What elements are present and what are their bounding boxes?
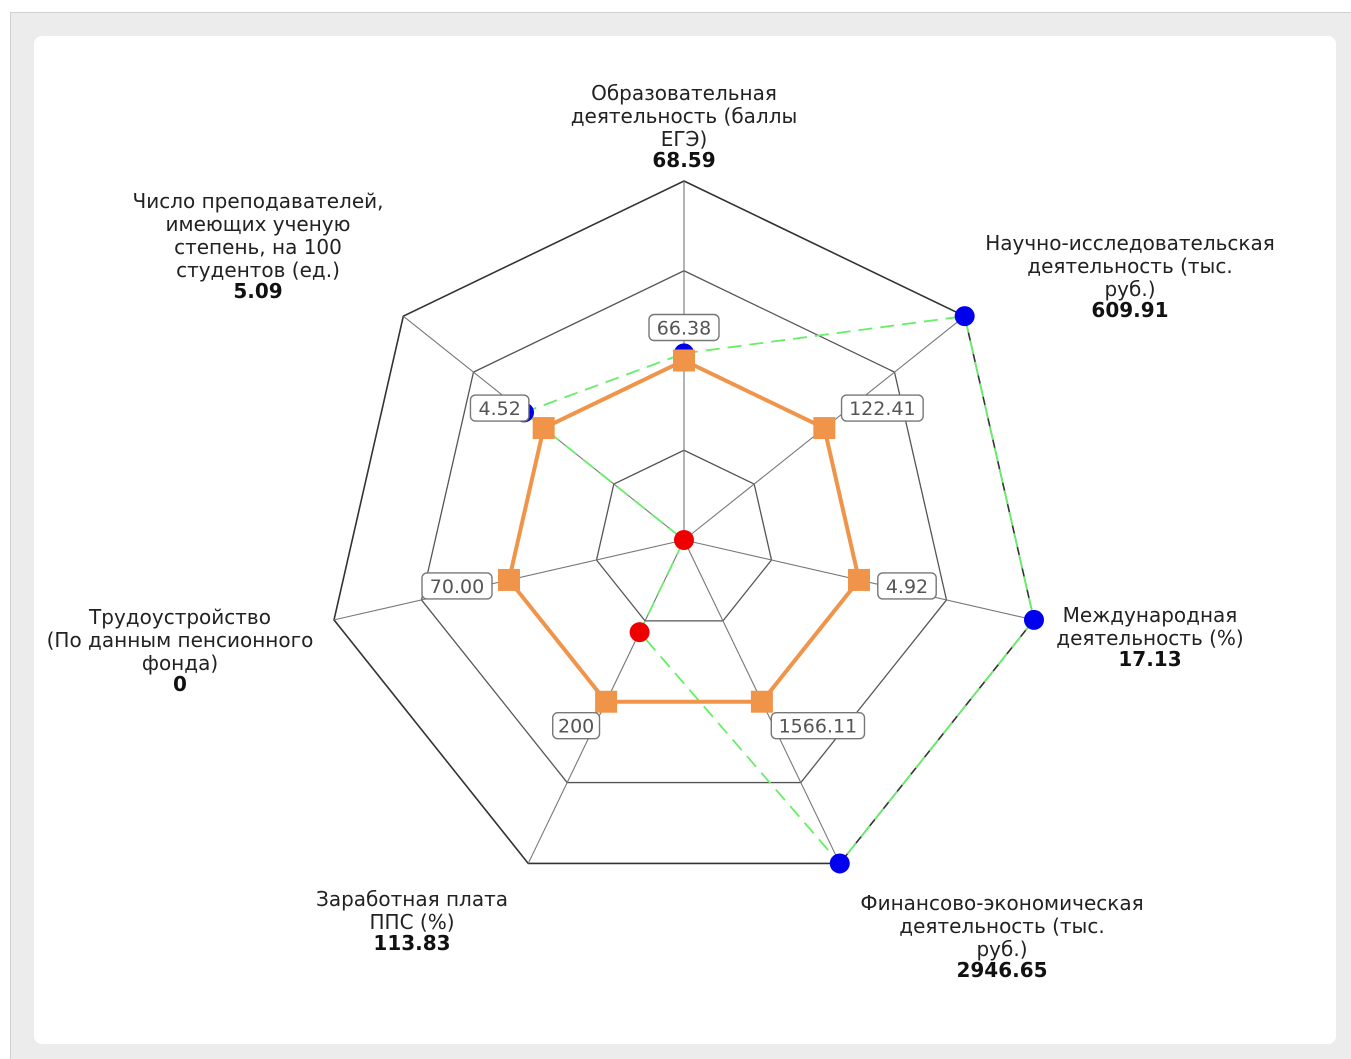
actual-point-2[interactable] — [1023, 609, 1044, 630]
axis-label-6: Число преподавателей, имеющих ученую степе… — [133, 189, 384, 303]
value-box-frame-6 — [469, 394, 530, 422]
value-box-frame-1 — [840, 394, 924, 422]
value-box-text-5: 70.00 — [430, 576, 484, 598]
axis-name-5: Трудоустройство (По данным пенсионного фон… — [47, 605, 314, 675]
value-box-0: 66.38 — [648, 313, 720, 342]
value-box-text-3: 1566.11 — [779, 716, 858, 738]
axis-value-0: 68.59 — [652, 148, 715, 172]
axis-name-6: Число преподавателей, имеющих ученую степе… — [133, 189, 384, 282]
threshold-point-0[interactable] — [673, 349, 695, 372]
axis-name-1: Научно-исследовательская деятельность (ты… — [985, 231, 1275, 301]
threshold-point-4[interactable] — [595, 690, 618, 713]
actual-point-3[interactable] — [829, 853, 850, 874]
value-box-text-4: 200 — [558, 716, 594, 738]
value-box-text-1: 122.41 — [849, 398, 915, 420]
value-box-frame-4 — [552, 712, 601, 740]
series-actual — [514, 306, 1044, 874]
value-box-3: 1566.11 — [770, 712, 866, 740]
axis-value-2: 17.13 — [1118, 647, 1181, 671]
threshold-point-5[interactable] — [498, 568, 521, 591]
axis-name-2: Международная деятельность (%) — [1056, 603, 1243, 650]
axis-name-0: Образовательная деятельность (баллы ЕГЭ) — [571, 81, 798, 151]
threshold-point-2[interactable] — [847, 568, 870, 591]
series-threshold — [498, 349, 870, 713]
value-box-text-2: 4.92 — [886, 576, 928, 598]
threshold-point-6[interactable] — [532, 417, 555, 440]
value-box-frame-2 — [877, 572, 937, 600]
axis-value-3: 2946.65 — [956, 958, 1047, 982]
value-box-frame-3 — [770, 712, 866, 740]
value-box-frame-5 — [421, 572, 493, 600]
axis-labels: Образовательная деятельность (баллы ЕГЭ)68… — [47, 81, 1275, 982]
axis-label-0: Образовательная деятельность (баллы ЕГЭ)68… — [571, 81, 798, 172]
value-box-6: 4.52 — [469, 394, 530, 422]
axis-value-1: 609.91 — [1091, 298, 1168, 322]
value-box-2: 4.92 — [877, 572, 937, 600]
threshold-series-line — [507, 358, 861, 704]
threshold-point-1[interactable] — [813, 417, 836, 440]
axis-label-4: Заработная плата ППС (%)113.83 — [316, 887, 508, 955]
axis-value-5: 0 — [173, 672, 187, 696]
value-box-text-6: 4.52 — [479, 398, 521, 420]
actual-point-5[interactable] — [674, 530, 694, 550]
axis-label-3: Финансово-экономическая деятельность (тыс… — [860, 891, 1143, 982]
axis-value-6: 5.09 — [233, 279, 282, 303]
actual-point-1[interactable] — [954, 306, 975, 327]
actual-series-line — [522, 315, 1035, 865]
actual-point-4[interactable] — [629, 622, 650, 643]
axis-value-4: 113.83 — [373, 931, 450, 955]
value-box-frame-0 — [648, 313, 720, 342]
axis-label-1: Научно-исследовательская деятельность (ты… — [985, 231, 1275, 322]
threshold-value-labels: 66.38 122.41 4.92 1566.11 200 70.00 4.52 — [421, 313, 937, 740]
value-box-4: 200 — [552, 712, 601, 740]
value-box-1: 122.41 — [840, 394, 924, 422]
value-box-5: 70.00 — [421, 572, 493, 600]
axis-name-3: Финансово-экономическая деятельность (тыс… — [860, 891, 1143, 961]
grid-ring-1 — [595, 449, 773, 622]
axis-name-4: Заработная плата ППС (%) — [316, 887, 508, 934]
threshold-point-3[interactable] — [750, 690, 773, 713]
axis-label-5: Трудоустройство (По данным пенсионного фон… — [47, 605, 314, 696]
axis-label-2: Международная деятельность (%)17.13 — [1056, 603, 1243, 671]
value-box-text-0: 66.38 — [657, 318, 711, 340]
